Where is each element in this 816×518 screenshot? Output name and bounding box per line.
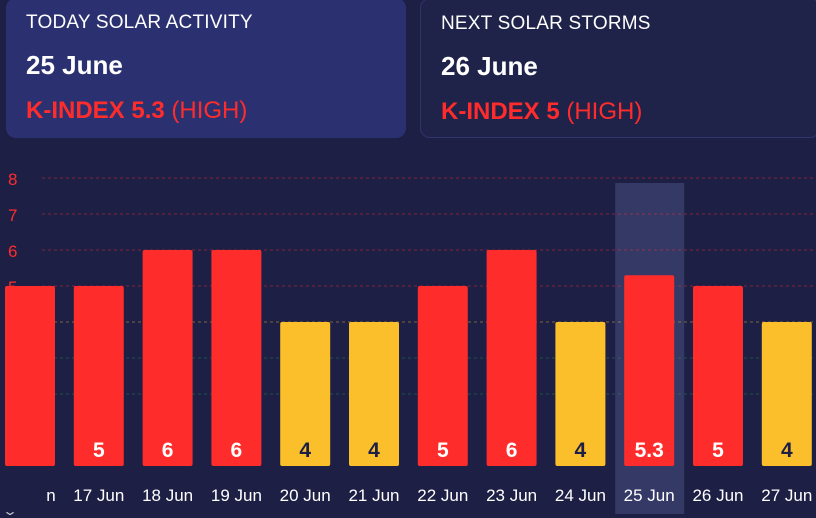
bar[interactable] [693,286,743,466]
bar[interactable] [73,286,124,466]
x-tick-label: 26 Jun [692,486,743,505]
x-tick-label: 27 Jun [761,486,812,505]
next-k-index: K-INDEX 5 (HIGH) [441,98,799,126]
y-tick-label: 6 [8,242,17,261]
bar-value-label: 6 [162,439,174,462]
chevron-down-icon[interactable]: ⌄ [1,504,19,518]
bar-value-label: 4 [575,439,587,462]
x-tick-label: 25 Jun [624,486,675,505]
x-tick-label: 17 Jun [73,486,124,505]
today-card-title: TODAY SOLAR ACTIVITY [26,12,253,33]
bar[interactable] [486,250,537,466]
y-tick-label: 8 [8,170,17,189]
today-k-index: K-INDEX 5.3 (HIGH) [26,97,386,125]
bar[interactable] [624,275,675,466]
x-tick-label: 23 Jun [486,486,537,505]
x-tick-label: 20 Jun [280,486,331,505]
bar-value-label: 4 [368,439,380,462]
bar-value-label: 5.3 [635,439,664,462]
x-tick-label: n [46,486,55,505]
next-k-value: K-INDEX 5 [441,98,560,125]
x-tick-label: 19 Jun [211,486,262,505]
bar-value-label: 5 [93,439,105,462]
bar-value-label: 5 [712,439,724,462]
bar[interactable] [5,286,55,466]
today-card-date: 25 June [26,50,123,80]
bar[interactable] [761,322,812,466]
x-tick-label: 24 Jun [555,486,606,505]
bar[interactable] [417,286,468,466]
bar-value-label: 4 [299,439,311,462]
next-k-level: (HIGH) [566,98,643,125]
y-tick-label: 7 [8,206,17,225]
bar[interactable] [349,322,399,466]
bar-value-label: 4 [781,439,793,462]
next-card-date: 26 June [441,51,538,81]
bar[interactable] [211,250,262,466]
bar[interactable] [142,250,193,466]
today-k-value: K-INDEX 5.3 [26,97,165,124]
bar[interactable] [555,322,606,466]
today-k-level: (HIGH) [171,97,248,124]
next-storms-card: NEXT SOLAR STORMS 26 June K-INDEX 5 (HIG… [420,0,816,138]
x-tick-label: 21 Jun [348,486,399,505]
bar-value-label: 6 [231,439,243,462]
bar[interactable] [280,322,331,466]
bar-value-label: 6 [506,439,518,462]
x-tick-label: 18 Jun [142,486,193,505]
bar-value-label: 5 [437,439,449,462]
next-card-title: NEXT SOLAR STORMS [441,13,651,34]
x-tick-label: 22 Jun [417,486,468,505]
today-activity-card: TODAY SOLAR ACTIVITY 25 June K-INDEX 5.3… [6,0,406,138]
y-tick-label: 9 [8,150,17,153]
